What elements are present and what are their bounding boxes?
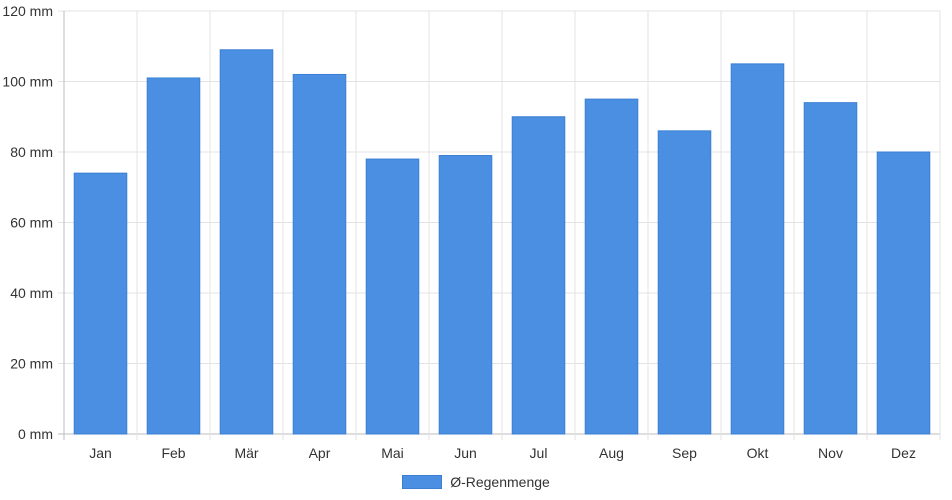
legend-label: Ø-Regenmenge — [450, 474, 550, 490]
x-tick-label: Dez — [891, 445, 916, 461]
x-tick-label: Apr — [309, 445, 331, 461]
legend-item-regenmenge[interactable]: Ø-Regenmenge — [402, 474, 550, 490]
bar-apr — [292, 73, 347, 435]
bar-okt — [730, 63, 785, 435]
bar-jun — [438, 155, 493, 435]
bar-dez — [876, 151, 931, 435]
bar-mär — [219, 49, 274, 435]
x-tick-label: Aug — [599, 445, 624, 461]
chart-legend: Ø-Regenmenge — [0, 472, 952, 492]
x-tick-label: Nov — [818, 445, 843, 461]
bar-nov — [803, 102, 858, 435]
y-tick-label: 20 mm — [10, 356, 53, 372]
bar-jul — [511, 116, 566, 435]
chart-canvas: 0 mm 20 mm 40 mm 60 mm 80 mm 100 mm 120 mm Jan F… — [2, 3, 941, 461]
x-tick-label: Jul — [530, 445, 548, 461]
legend-swatch — [402, 475, 443, 489]
x-tick-label: Mai — [381, 445, 404, 461]
x-tick-label: Mär — [234, 445, 258, 461]
x-tick-label: Jun — [454, 445, 477, 461]
y-tick-label: 60 mm — [10, 215, 53, 231]
bar-aug — [584, 98, 639, 435]
x-tick-label: Sep — [672, 445, 697, 461]
bar-sep — [657, 130, 712, 435]
bar-jan — [73, 172, 128, 435]
bar-mai — [365, 158, 420, 435]
y-tick-label: 0 mm — [18, 426, 53, 442]
y-tick-label: 40 mm — [10, 285, 53, 301]
y-tick-label: 80 mm — [10, 144, 53, 160]
bar-feb — [146, 77, 201, 435]
x-tick-label: Feb — [161, 445, 185, 461]
y-tick-label: 120 mm — [2, 3, 53, 19]
y-tick-label: 100 mm — [2, 74, 53, 90]
x-tick-label: Jan — [89, 445, 112, 461]
x-tick-label: Okt — [747, 445, 769, 461]
